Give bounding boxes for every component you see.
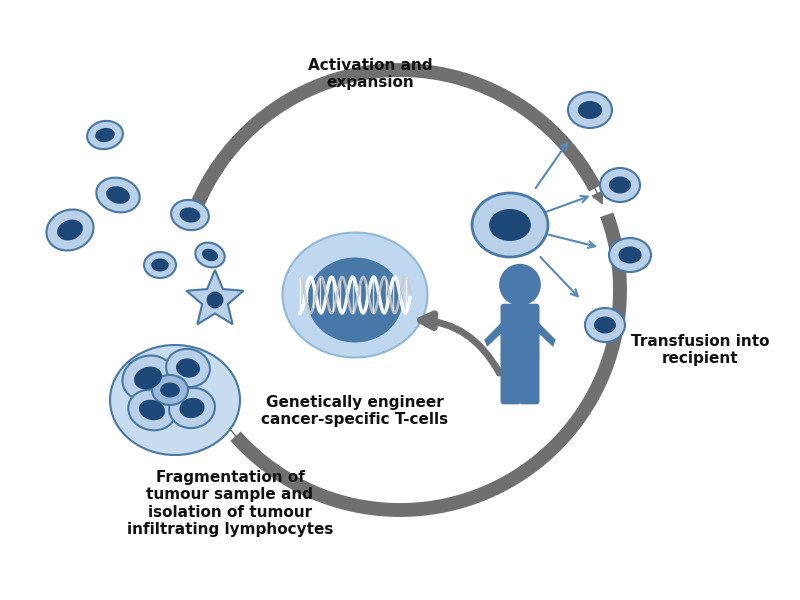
Ellipse shape xyxy=(95,128,115,142)
Ellipse shape xyxy=(139,400,165,420)
Ellipse shape xyxy=(202,248,218,262)
Ellipse shape xyxy=(176,358,200,377)
Ellipse shape xyxy=(166,349,210,387)
Ellipse shape xyxy=(106,186,130,204)
Ellipse shape xyxy=(179,398,205,418)
FancyBboxPatch shape xyxy=(519,352,539,404)
Circle shape xyxy=(499,264,541,305)
Ellipse shape xyxy=(609,238,651,272)
Ellipse shape xyxy=(568,92,612,128)
Ellipse shape xyxy=(152,375,188,405)
Ellipse shape xyxy=(151,259,169,271)
FancyBboxPatch shape xyxy=(501,304,539,356)
Ellipse shape xyxy=(600,168,640,202)
Ellipse shape xyxy=(180,208,200,223)
Ellipse shape xyxy=(609,176,631,193)
Ellipse shape xyxy=(489,209,531,241)
Text: Fragmentation of
tumour sample and
isolation of tumour
infiltrating lymphocytes: Fragmentation of tumour sample and isola… xyxy=(127,470,333,537)
Ellipse shape xyxy=(110,345,240,455)
Ellipse shape xyxy=(282,232,427,358)
Ellipse shape xyxy=(169,388,215,428)
Ellipse shape xyxy=(618,247,642,263)
Ellipse shape xyxy=(594,317,616,334)
Text: Activation and
expansion: Activation and expansion xyxy=(308,58,432,91)
Ellipse shape xyxy=(472,193,548,257)
Polygon shape xyxy=(532,320,556,347)
Text: Transfusion into
recipient: Transfusion into recipient xyxy=(630,334,770,366)
Ellipse shape xyxy=(134,367,162,389)
Ellipse shape xyxy=(57,220,83,241)
Polygon shape xyxy=(484,320,508,347)
Polygon shape xyxy=(186,270,243,324)
Ellipse shape xyxy=(585,308,625,342)
Circle shape xyxy=(206,292,223,308)
Text: Genetically engineer
cancer-specific T-cells: Genetically engineer cancer-specific T-c… xyxy=(262,395,449,427)
Ellipse shape xyxy=(144,252,176,278)
Ellipse shape xyxy=(307,257,402,343)
Ellipse shape xyxy=(46,209,94,251)
Ellipse shape xyxy=(128,390,176,430)
Ellipse shape xyxy=(122,355,174,401)
Ellipse shape xyxy=(171,200,209,230)
Ellipse shape xyxy=(160,383,180,397)
Ellipse shape xyxy=(578,101,602,119)
Ellipse shape xyxy=(195,242,225,268)
Ellipse shape xyxy=(87,121,123,149)
Ellipse shape xyxy=(96,178,140,212)
FancyBboxPatch shape xyxy=(501,352,521,404)
